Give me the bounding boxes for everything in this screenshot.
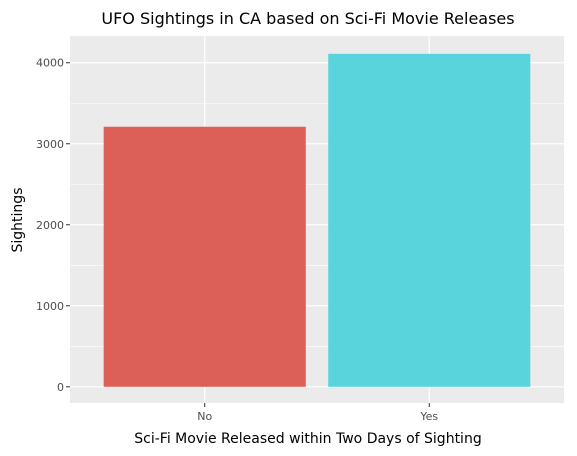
bars [103, 53, 531, 387]
y-tick-label: 1000 [36, 300, 64, 313]
chart-title: UFO Sightings in CA based on Sci-Fi Movi… [101, 9, 514, 28]
y-tick-label: 0 [57, 381, 64, 394]
x-tick-label: Yes [419, 410, 438, 423]
y-axis-title: Sightings [10, 188, 26, 253]
y-axis: 0 1000 2000 3000 4000 [36, 57, 70, 394]
y-tick-label: 2000 [36, 219, 64, 232]
x-axis-title: Sci-Fi Movie Released within Two Days of… [134, 431, 481, 447]
x-tick-label: No [197, 410, 212, 423]
y-tick-label: 3000 [36, 138, 64, 151]
bar-yes [328, 53, 531, 387]
bar-no [103, 126, 306, 387]
y-tick-label: 4000 [36, 57, 64, 70]
x-axis: No Yes [197, 403, 438, 423]
